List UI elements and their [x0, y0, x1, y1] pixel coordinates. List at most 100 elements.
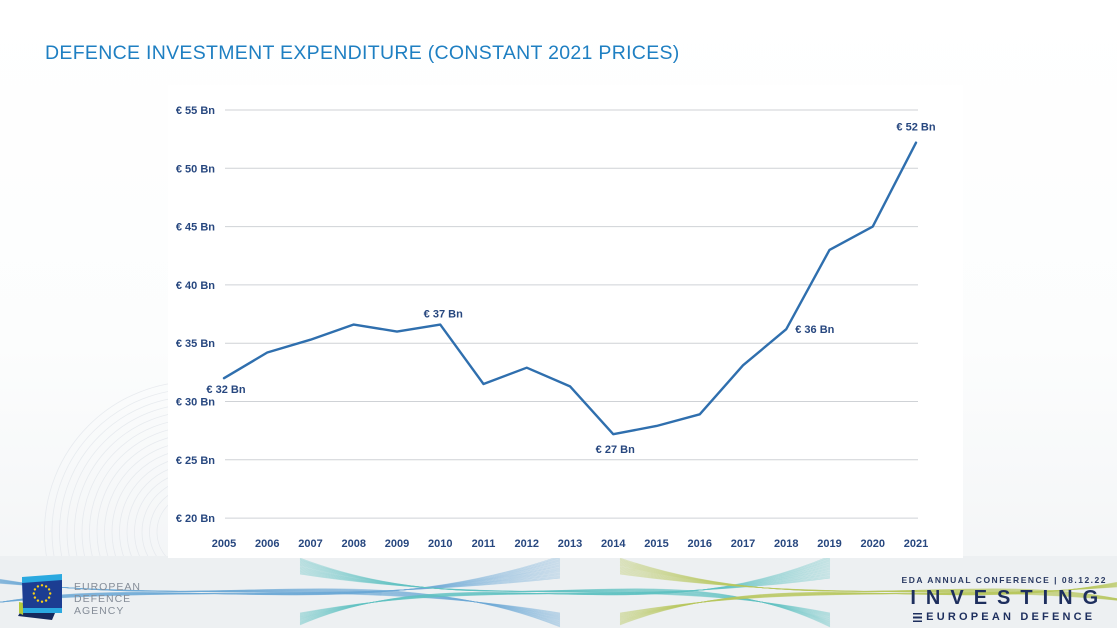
wave-line — [619, 586, 1117, 614]
wave-line — [0, 579, 561, 624]
wave-line — [299, 560, 831, 625]
star-dot — [36, 585, 40, 588]
wave-line — [0, 579, 561, 627]
wave-line — [619, 559, 1117, 600]
wave-line — [299, 568, 831, 618]
wave-line — [299, 557, 831, 625]
wave-line — [0, 560, 561, 603]
wave-line — [619, 569, 1117, 601]
wave-line — [299, 558, 831, 627]
wave-line — [619, 571, 1117, 601]
wave-line — [0, 581, 561, 619]
wave-line — [0, 582, 561, 616]
footer-band — [0, 556, 1117, 628]
wave-line — [619, 584, 1117, 619]
x-tick-label: 2007 — [298, 538, 322, 550]
wave-line — [299, 563, 831, 622]
conference-tagline-text: EUROPEAN DEFENCE — [926, 611, 1096, 623]
wave-line — [299, 565, 831, 621]
wave-line — [619, 563, 1117, 600]
x-tick-label: 2014 — [601, 538, 626, 550]
wave-line — [0, 581, 561, 620]
conference-brand-title: INVESTING — [910, 587, 1109, 609]
eda-logo-text: EUROPEAN DEFENCE AGENCY — [74, 581, 141, 618]
wave-line — [0, 583, 561, 614]
wave-line — [619, 563, 1117, 600]
wave-line — [619, 561, 1117, 600]
wave-line — [0, 575, 561, 603]
eda-logo-line: DEFENCE — [74, 593, 132, 606]
wave-line — [0, 577, 561, 603]
wave-line — [619, 583, 1117, 621]
y-tick-label: € 30 Bn — [176, 397, 215, 409]
wave-line — [619, 585, 1117, 618]
line-chart: € 55 Bn € 50 Bn € 45 Bn € 40 Bn € 35 Bn € 30 … — [176, 105, 936, 550]
wave-line — [619, 585, 1117, 617]
star-dot — [40, 584, 44, 587]
eda-logo-line: EUROPEAN — [74, 581, 141, 593]
x-tick-label: 2013 — [558, 538, 582, 550]
wave-line — [0, 579, 561, 625]
investing-in-mark-icon — [913, 612, 923, 622]
wave-line — [0, 564, 561, 603]
y-tick-label: € 35 Bn — [176, 338, 215, 350]
wave-line — [0, 580, 561, 623]
wave-line — [0, 582, 561, 617]
wave-line — [299, 563, 831, 623]
wave-line — [0, 569, 561, 603]
y-tick-label: € 25 Bn — [176, 455, 215, 467]
eu-flag-icon — [18, 574, 62, 620]
wave-line — [299, 569, 831, 618]
wave-line — [619, 582, 1117, 624]
wave-line — [0, 582, 561, 614]
wave-line — [299, 568, 831, 619]
data-point-label: € 32 Bn — [206, 384, 245, 396]
wave-line — [0, 557, 561, 603]
wave-line — [299, 569, 831, 618]
wave-line — [0, 572, 561, 603]
wave-line — [0, 581, 561, 620]
wave-line — [0, 567, 561, 603]
wave-line — [299, 573, 831, 614]
x-tick-label: 2010 — [428, 538, 452, 550]
star-dot — [32, 592, 35, 595]
x-tick-label: 2018 — [774, 538, 798, 550]
wave-line — [619, 568, 1117, 601]
x-tick-label: 2008 — [342, 538, 366, 550]
wave-line — [299, 575, 831, 615]
star-dot — [44, 585, 48, 588]
wave-line — [0, 555, 561, 603]
wave-line — [619, 584, 1117, 620]
wave-line — [619, 573, 1117, 601]
wave-line — [0, 581, 561, 618]
wave-line — [619, 572, 1117, 601]
wave-line — [299, 571, 831, 617]
chart-panel: € 55 Bn € 50 Bn € 45 Bn € 40 Bn € 35 Bn € 30 … — [168, 85, 963, 558]
wave-line — [299, 559, 831, 626]
wave-line — [0, 582, 561, 615]
wave-line — [0, 582, 561, 616]
wave-line — [299, 572, 831, 615]
wave-line — [619, 562, 1117, 600]
wave-line — [0, 580, 561, 621]
wave-line — [619, 560, 1117, 600]
wave-line — [299, 562, 831, 624]
wave-line — [299, 565, 831, 621]
wave-line — [0, 579, 561, 626]
y-tick-label: € 55 Bn — [176, 105, 215, 117]
wave-line — [619, 566, 1117, 600]
wave-line — [0, 578, 561, 628]
wave-line — [299, 566, 831, 620]
x-tick-label: 2020 — [861, 538, 885, 550]
star-dot — [40, 600, 44, 603]
wave-line — [619, 585, 1117, 617]
wave-line — [299, 559, 831, 626]
x-tick-label: 2005 — [212, 538, 236, 550]
wave-line — [0, 579, 561, 626]
expenditure-line — [222, 141, 918, 436]
wave-line — [619, 583, 1117, 622]
wave-line — [619, 565, 1117, 600]
x-tick-label: 2015 — [644, 538, 668, 550]
wave-line — [619, 558, 1117, 599]
y-tick-label: € 20 Bn — [176, 513, 215, 525]
